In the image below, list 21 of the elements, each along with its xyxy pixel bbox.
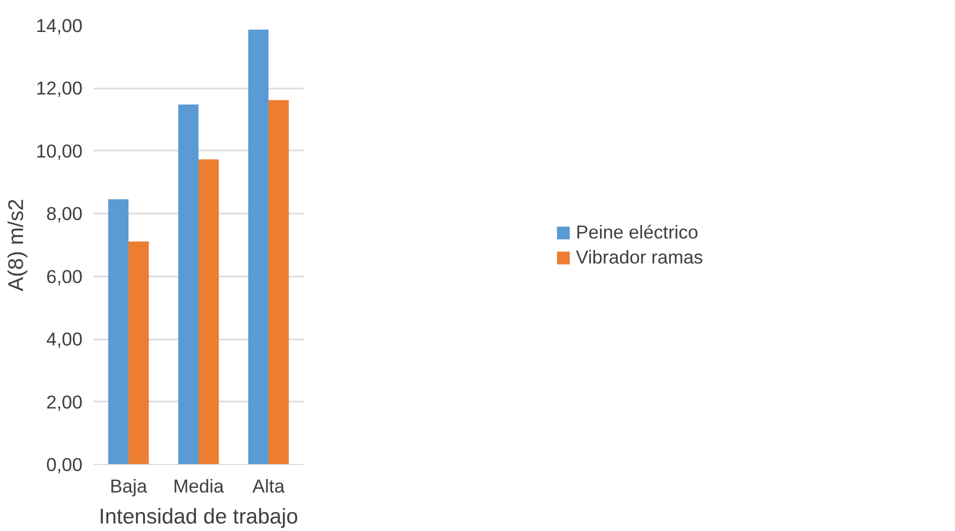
x-axis-title: Intensidad de trabajo: [98, 504, 298, 528]
x-tick-label: Baja: [110, 476, 148, 496]
y-tick-label: 14,00: [36, 15, 82, 36]
legend-label: Peine eléctrico: [576, 221, 698, 243]
bar: [248, 30, 268, 464]
legend-label: Vibrador ramas: [576, 246, 704, 268]
y-tick-label: 0,00: [46, 454, 82, 475]
y-tick-label: 12,00: [36, 78, 82, 99]
x-tick-label: Alta: [252, 476, 286, 496]
bar: [128, 242, 149, 464]
y-tick-label: 8,00: [46, 203, 82, 224]
bar: [178, 104, 198, 464]
y-tick-label: 4,00: [46, 328, 82, 350]
y-tick-label: 2,00: [46, 391, 82, 412]
y-axis-title: A(8) m/s2: [4, 198, 28, 292]
y-tick-label: 6,00: [46, 266, 82, 287]
bar: [268, 100, 289, 464]
bar: [108, 199, 128, 464]
bar: [198, 159, 219, 464]
y-tick-label: 10,00: [36, 140, 82, 162]
x-tick-label: Media: [173, 476, 225, 496]
